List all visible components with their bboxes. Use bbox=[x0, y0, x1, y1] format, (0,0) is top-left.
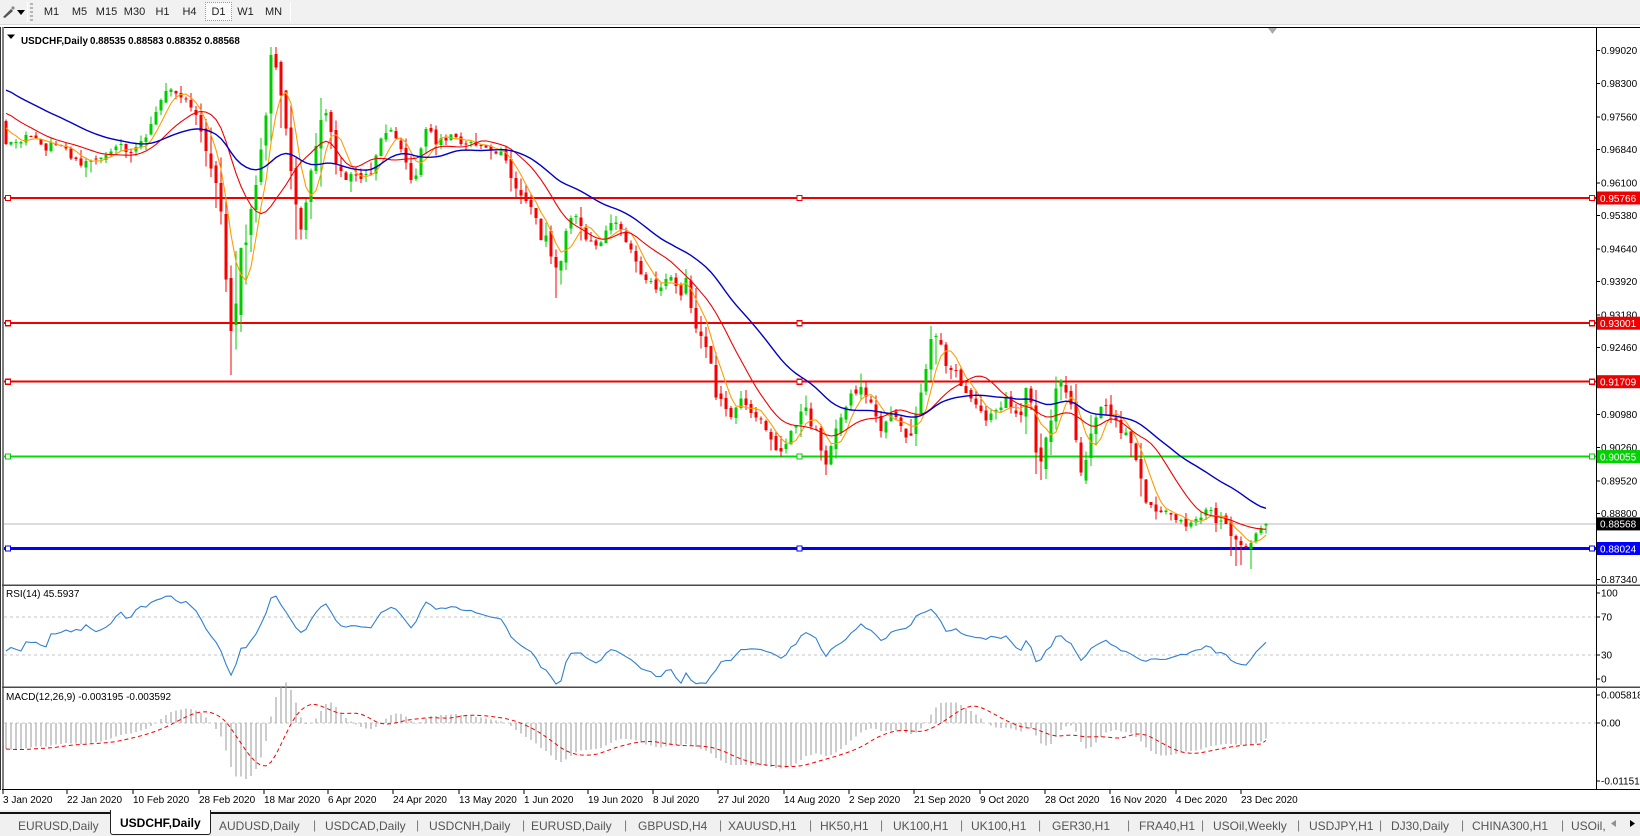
svg-text:30: 30 bbox=[1601, 651, 1613, 662]
svg-text:3 Jan 2020: 3 Jan 2020 bbox=[3, 795, 53, 806]
svg-text:0.88800: 0.88800 bbox=[1601, 509, 1638, 520]
svg-text:18 Mar 2020: 18 Mar 2020 bbox=[264, 795, 321, 806]
svg-text:16 Nov 2020: 16 Nov 2020 bbox=[1110, 795, 1167, 806]
svg-text:6 Apr 2020: 6 Apr 2020 bbox=[328, 795, 377, 806]
svg-text:0.98300: 0.98300 bbox=[1601, 79, 1638, 90]
svg-text:0: 0 bbox=[1601, 675, 1607, 686]
svg-text:27 Jul 2020: 27 Jul 2020 bbox=[718, 795, 770, 806]
svg-text:10 Feb 2020: 10 Feb 2020 bbox=[133, 795, 190, 806]
svg-text:28 Feb 2020: 28 Feb 2020 bbox=[199, 795, 256, 806]
svg-text:1 Jun 2020: 1 Jun 2020 bbox=[524, 795, 574, 806]
svg-text:0.90055: 0.90055 bbox=[1600, 452, 1637, 463]
svg-text:0.97560: 0.97560 bbox=[1601, 112, 1638, 123]
svg-text:0.95380: 0.95380 bbox=[1601, 211, 1638, 222]
svg-text:2 Sep 2020: 2 Sep 2020 bbox=[849, 795, 901, 806]
svg-text:0.87340: 0.87340 bbox=[1601, 575, 1638, 586]
svg-text:28 Oct 2020: 28 Oct 2020 bbox=[1045, 795, 1100, 806]
svg-text:100: 100 bbox=[1601, 589, 1618, 600]
svg-text:70: 70 bbox=[1601, 613, 1613, 624]
svg-text:USDCHF,Daily: USDCHF,Daily bbox=[21, 36, 89, 47]
svg-text:4 Dec 2020: 4 Dec 2020 bbox=[1176, 795, 1228, 806]
svg-text:0.00: 0.00 bbox=[1601, 719, 1621, 730]
svg-text:0.88535 0.88583 0.88352 0.8856: 0.88535 0.88583 0.88352 0.88568 bbox=[90, 36, 240, 47]
svg-text:0.90260: 0.90260 bbox=[1601, 443, 1638, 454]
svg-text:23 Dec 2020: 23 Dec 2020 bbox=[1241, 795, 1298, 806]
svg-text:0.99020: 0.99020 bbox=[1601, 46, 1638, 57]
svg-text:0.92460: 0.92460 bbox=[1601, 343, 1638, 354]
svg-text:0.95766: 0.95766 bbox=[1600, 194, 1637, 205]
svg-text:0.96100: 0.96100 bbox=[1601, 178, 1638, 189]
svg-text:21 Sep 2020: 21 Sep 2020 bbox=[914, 795, 971, 806]
svg-text:8 Jul 2020: 8 Jul 2020 bbox=[653, 795, 700, 806]
svg-text:-0.011514: -0.011514 bbox=[1601, 777, 1640, 788]
svg-text:0.93180: 0.93180 bbox=[1601, 311, 1638, 322]
svg-text:0.96840: 0.96840 bbox=[1601, 145, 1638, 156]
svg-text:0.89520: 0.89520 bbox=[1601, 476, 1638, 487]
svg-text:0.94640: 0.94640 bbox=[1601, 245, 1638, 256]
svg-text:24 Apr 2020: 24 Apr 2020 bbox=[393, 795, 447, 806]
svg-text:9 Oct 2020: 9 Oct 2020 bbox=[980, 795, 1029, 806]
svg-text:19 Jun 2020: 19 Jun 2020 bbox=[588, 795, 643, 806]
svg-text:0.88568: 0.88568 bbox=[1600, 520, 1637, 531]
svg-text:0.91709: 0.91709 bbox=[1600, 378, 1637, 389]
svg-text:RSI(14) 45.5937: RSI(14) 45.5937 bbox=[6, 589, 80, 600]
svg-text:0.88024: 0.88024 bbox=[1600, 544, 1637, 555]
svg-text:0.93920: 0.93920 bbox=[1601, 277, 1638, 288]
svg-text:0.90980: 0.90980 bbox=[1601, 410, 1638, 421]
svg-text:13 May 2020: 13 May 2020 bbox=[459, 795, 517, 806]
svg-text:MACD(12,26,9) -0.003195 -0.003: MACD(12,26,9) -0.003195 -0.003592 bbox=[6, 692, 172, 703]
svg-text:0.005818: 0.005818 bbox=[1601, 691, 1640, 702]
svg-text:0.93001: 0.93001 bbox=[1600, 319, 1637, 330]
svg-text:14 Aug 2020: 14 Aug 2020 bbox=[784, 795, 841, 806]
svg-text:22 Jan 2020: 22 Jan 2020 bbox=[67, 795, 122, 806]
